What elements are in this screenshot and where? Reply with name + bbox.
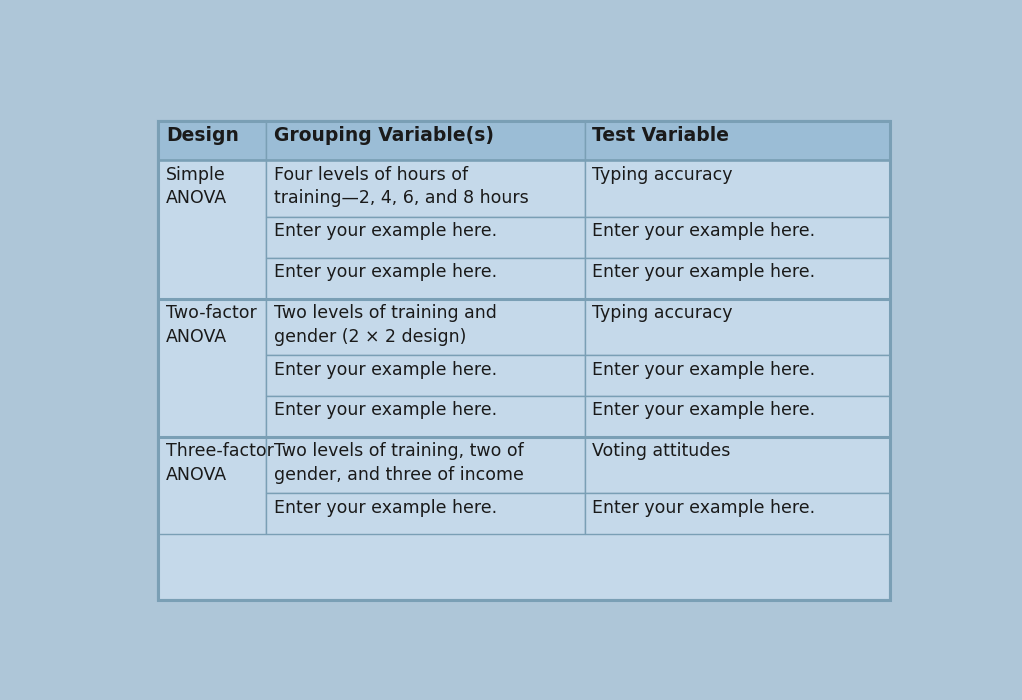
Bar: [585, 120, 890, 160]
Text: Voting attitudes: Voting attitudes: [593, 442, 731, 460]
Text: Enter your example here.: Enter your example here.: [274, 401, 498, 419]
Bar: [266, 160, 585, 217]
Text: Enter your example here.: Enter your example here.: [593, 263, 816, 281]
Bar: [266, 258, 585, 299]
Text: Typing accuracy: Typing accuracy: [593, 166, 733, 184]
Text: Three-factor
ANOVA: Three-factor ANOVA: [166, 442, 274, 484]
Bar: [266, 217, 585, 258]
Bar: [585, 160, 890, 217]
Bar: [585, 355, 890, 396]
Text: Enter your example here.: Enter your example here.: [593, 499, 816, 517]
Bar: [157, 437, 266, 534]
Bar: [157, 120, 890, 601]
Bar: [585, 494, 890, 534]
Text: Two-factor
ANOVA: Two-factor ANOVA: [166, 304, 257, 346]
Bar: [157, 160, 266, 299]
Text: Grouping Variable(s): Grouping Variable(s): [274, 126, 494, 145]
Bar: [585, 299, 890, 355]
Text: Two levels of training, two of
gender, and three of income: Two levels of training, two of gender, a…: [274, 442, 524, 484]
Bar: [157, 120, 890, 601]
Text: Two levels of training and
gender (2 × 2 design): Two levels of training and gender (2 × 2…: [274, 304, 497, 346]
Bar: [585, 437, 890, 494]
Text: Design: Design: [166, 126, 239, 145]
Bar: [585, 396, 890, 437]
Bar: [585, 258, 890, 299]
Text: Enter your example here.: Enter your example here.: [593, 223, 816, 241]
Bar: [266, 494, 585, 534]
Bar: [266, 120, 585, 160]
Text: Enter your example here.: Enter your example here.: [593, 360, 816, 379]
Text: Test Variable: Test Variable: [593, 126, 730, 145]
Text: Simple
ANOVA: Simple ANOVA: [166, 166, 227, 207]
Bar: [266, 396, 585, 437]
Bar: [585, 217, 890, 258]
Text: Enter your example here.: Enter your example here.: [274, 360, 498, 379]
Bar: [266, 299, 585, 355]
Text: Enter your example here.: Enter your example here.: [274, 263, 498, 281]
Bar: [266, 355, 585, 396]
Text: Enter your example here.: Enter your example here.: [593, 401, 816, 419]
Text: Enter your example here.: Enter your example here.: [274, 499, 498, 517]
Bar: [157, 299, 266, 437]
Bar: [157, 120, 266, 160]
Text: Enter your example here.: Enter your example here.: [274, 223, 498, 241]
Text: Typing accuracy: Typing accuracy: [593, 304, 733, 322]
Text: Four levels of hours of
training—2, 4, 6, and 8 hours: Four levels of hours of training—2, 4, 6…: [274, 166, 528, 207]
Bar: [266, 437, 585, 494]
